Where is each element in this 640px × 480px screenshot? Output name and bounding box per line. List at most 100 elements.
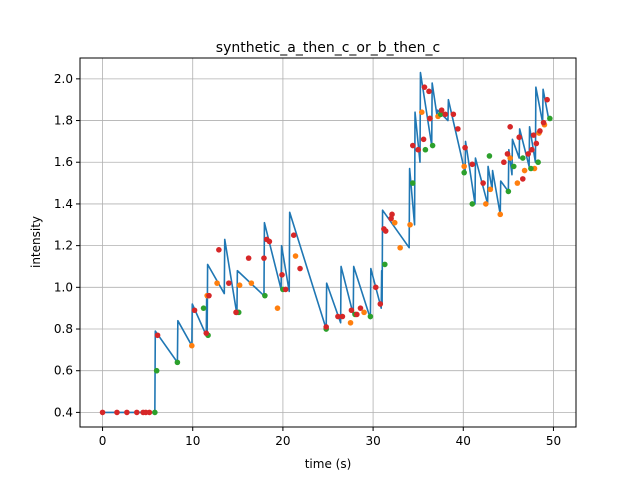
red-marker — [421, 84, 428, 90]
y-tick-label: 0.4 — [54, 405, 73, 419]
x-tick-label: 30 — [365, 434, 380, 448]
red-marker — [226, 280, 232, 286]
red-marker — [530, 132, 537, 138]
red-marker — [335, 313, 341, 320]
chart-title: synthetic_a_then_c_or_b_then_c — [216, 40, 440, 56]
x-tick-label: 40 — [456, 434, 471, 448]
green-marker — [152, 409, 158, 416]
red-marker — [389, 211, 395, 218]
red-marker — [540, 119, 547, 126]
y-tick-label: 1.2 — [54, 239, 73, 253]
y-tick-label: 1.4 — [54, 197, 73, 211]
orange-marker — [507, 155, 513, 161]
green-marker — [262, 292, 268, 299]
orange-marker — [347, 319, 354, 326]
green-marker — [174, 359, 181, 366]
x-tick-label: 0 — [99, 434, 107, 448]
red-marker — [348, 307, 355, 314]
x-tick-label: 50 — [546, 434, 561, 448]
red-marker — [124, 409, 130, 416]
red-marker — [357, 305, 364, 311]
green-marker — [422, 146, 429, 153]
plot-frame — [79, 57, 577, 428]
green-marker — [367, 313, 374, 320]
red-marker — [216, 246, 222, 253]
orange-marker — [361, 309, 367, 316]
green-marker — [409, 180, 416, 186]
axis-ticks: 0 10 20 30 40 50 0.4 0.6 0.8 1.0 1.2 1.4 1.6 1.8 2.0 — [54, 72, 561, 448]
orange-marker — [189, 342, 195, 349]
red-marker — [191, 307, 198, 314]
red-marker — [455, 126, 461, 132]
orange-marker — [292, 253, 299, 259]
red-marker — [245, 255, 252, 261]
green-marker — [382, 261, 388, 268]
y-tick-label: 0.6 — [54, 364, 73, 378]
red-marker — [279, 272, 285, 278]
red-marker — [420, 136, 427, 143]
orange-marker — [274, 305, 281, 311]
red-marker — [114, 409, 120, 416]
red-marker — [415, 146, 421, 153]
orange-marker — [236, 282, 243, 289]
red-marker — [154, 332, 161, 339]
red-marker — [544, 96, 550, 103]
green-marker — [510, 163, 517, 170]
red-marker — [290, 232, 297, 239]
red-marker — [427, 115, 433, 122]
red-marker — [339, 313, 346, 320]
x-axis-label: time (s) — [305, 457, 352, 471]
green-marker — [486, 153, 493, 159]
orange-marker — [483, 201, 489, 207]
red-marker — [354, 311, 360, 318]
green-marker — [429, 142, 436, 149]
grid — [80, 58, 576, 427]
red-marker — [525, 151, 532, 157]
red-marker — [426, 88, 432, 95]
red-marker — [450, 111, 457, 118]
orange-marker — [418, 109, 425, 116]
red-marker — [537, 128, 543, 134]
green-marker — [528, 165, 534, 172]
y-tick-label: 1.0 — [54, 280, 73, 294]
orange-marker — [497, 211, 504, 218]
red-marker — [297, 265, 303, 272]
marker-group — [99, 84, 553, 416]
orange-marker — [391, 219, 398, 226]
green-marker — [153, 367, 160, 374]
orange-marker — [248, 280, 255, 286]
red-marker — [382, 228, 389, 234]
red-marker — [507, 123, 513, 130]
y-axis-label: intensity — [29, 216, 43, 268]
y-tick-label: 1.8 — [54, 114, 73, 128]
red-marker — [529, 146, 535, 153]
red-marker — [282, 286, 289, 293]
y-tick-label: 2.0 — [54, 72, 73, 86]
orange-marker — [521, 167, 528, 174]
red-marker — [480, 180, 486, 186]
red-marker — [99, 409, 106, 416]
orange-marker — [407, 221, 413, 228]
green-marker — [505, 188, 512, 195]
red-marker — [203, 330, 210, 336]
red-marker — [519, 176, 526, 182]
red-marker — [501, 159, 507, 166]
red-marker — [377, 301, 384, 307]
green-marker — [469, 201, 476, 207]
x-tick-label: 20 — [275, 434, 290, 448]
red-marker — [438, 107, 445, 113]
red-marker — [388, 215, 394, 222]
orange-marker — [461, 163, 467, 170]
y-tick-label: 0.8 — [54, 322, 73, 336]
red-marker — [533, 140, 540, 147]
green-marker — [461, 169, 467, 176]
red-marker — [372, 284, 379, 291]
x-tick-label: 10 — [185, 434, 200, 448]
red-marker — [462, 144, 468, 151]
orange-marker — [397, 244, 403, 251]
green-marker — [200, 305, 207, 311]
red-marker — [504, 151, 511, 157]
red-marker — [516, 134, 522, 141]
